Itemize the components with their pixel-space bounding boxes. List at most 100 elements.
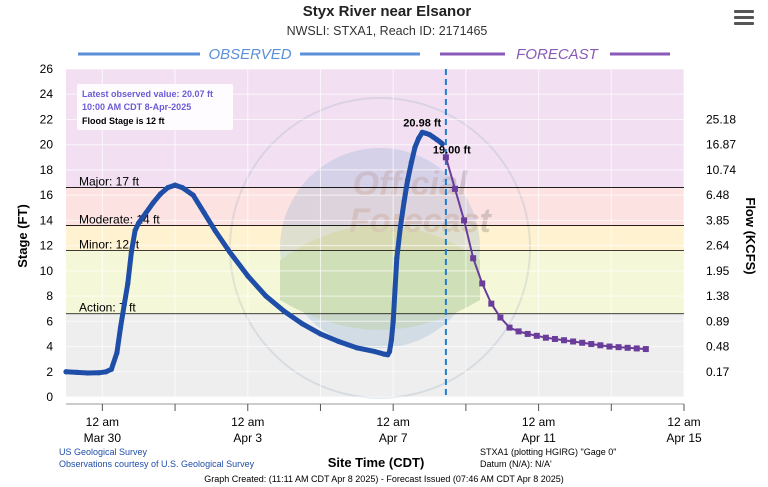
- forecast-point: [642, 346, 649, 353]
- chart-menu-button[interactable]: [734, 10, 754, 28]
- observed-point: [74, 369, 80, 375]
- graph-created-info: Graph Created: (11:11 AM CDT Apr 8 2025)…: [204, 474, 564, 484]
- observed-point: [372, 348, 378, 355]
- y-tick-label: 4: [46, 340, 53, 354]
- chart-subtitle: NWSLI: STXA1, Reach ID: 2171465: [287, 24, 488, 38]
- y-tick-label: 10: [40, 264, 54, 278]
- observed-point: [416, 135, 422, 141]
- moderate-stage-label: Moderate: 14 ft: [79, 212, 160, 226]
- forecast-point: [506, 324, 513, 331]
- moderate-band: [66, 187, 684, 226]
- watermark-line2: Forecast: [349, 202, 492, 240]
- action-stage-label: Action: 7 ft: [79, 301, 136, 315]
- forecast-point: [515, 328, 522, 335]
- latest-value-text: Latest observed value: 20.07 ft: [82, 89, 213, 99]
- forecast-point: [597, 342, 604, 349]
- observed-point: [426, 132, 433, 138]
- observed-point: [226, 249, 233, 255]
- observed-point: [103, 369, 109, 375]
- observed-point: [212, 227, 218, 234]
- x-tick-label-date: Apr 15: [666, 431, 702, 445]
- menu-bar-3: [734, 22, 754, 25]
- observed-point: [201, 210, 207, 216]
- source-line-1[interactable]: US Geological Survey: [59, 447, 148, 457]
- forecast-point: [606, 343, 613, 350]
- forecast-point: [624, 344, 631, 351]
- x-tick-label-date: Mar 30: [84, 431, 122, 445]
- observed-point: [386, 348, 393, 355]
- flow-tick-label: 2.64: [706, 239, 730, 253]
- latest-time-text: 10:00 AM CDT 8-Apr-2025: [82, 102, 191, 112]
- action-band: [66, 250, 684, 314]
- y-tick-label: 6: [46, 314, 53, 328]
- observed-peak-label: 20.98 ft: [403, 117, 441, 129]
- observed-point: [412, 144, 418, 150]
- x-tick-label-time: 12 am: [376, 415, 409, 429]
- noaa-watermark: Official Forecast: [229, 97, 531, 399]
- y2-axis-label: Flow (KCFS): [743, 197, 758, 274]
- forecast-point: [633, 345, 640, 352]
- observed-label: OBSERVED: [208, 46, 291, 63]
- forecast-point: [470, 255, 477, 262]
- observed-point: [143, 210, 149, 216]
- observed-point: [63, 369, 69, 375]
- forecast-point: [497, 314, 504, 321]
- forecast-series-points: [442, 154, 649, 353]
- flow-tick-label: 3.85: [706, 213, 730, 227]
- observed-point: [299, 321, 305, 327]
- y-tick-label: 26: [40, 62, 54, 76]
- y-tick-label: 16: [40, 188, 54, 202]
- observed-series-points: [63, 129, 445, 376]
- y-tick-label: 12: [40, 239, 54, 253]
- x-tick-label-time: 12 am: [522, 415, 555, 429]
- observed-point: [179, 184, 185, 191]
- observed-point: [108, 366, 115, 372]
- observed-point: [157, 191, 164, 197]
- observed-point: [430, 134, 436, 140]
- flow-tick-label: 0.89: [706, 314, 730, 328]
- forecast-point: [461, 217, 468, 224]
- observed-point: [336, 338, 342, 345]
- forecast-point: [561, 337, 568, 344]
- observed-point: [190, 192, 196, 198]
- y-tick-label: 2: [46, 365, 53, 379]
- minor-band: [66, 225, 684, 251]
- menu-bar-1: [734, 10, 754, 13]
- x-tick-label-date: Apr 11: [521, 431, 556, 445]
- y-tick-label: 24: [40, 87, 54, 101]
- flow-tick-label: 0.17: [706, 365, 730, 379]
- observed-point: [434, 137, 440, 143]
- flow-tick-label: 25.18: [706, 112, 736, 126]
- observed-point: [401, 198, 407, 205]
- forecast-point: [570, 338, 577, 345]
- observed-point: [397, 224, 404, 230]
- chart-title: Styx River near Elsanor: [303, 3, 472, 20]
- x-tick-label-time: 12 am: [86, 415, 119, 429]
- minor-stage-label: Minor: 12 ft: [79, 238, 140, 252]
- menu-bar-2: [734, 16, 754, 19]
- flow-tick-label: 16.87: [706, 138, 736, 152]
- forecast-point: [524, 330, 531, 337]
- y-tick-label: 18: [40, 163, 54, 177]
- y-tick-label: 22: [40, 112, 54, 126]
- flow-tick-label: 0.48: [706, 340, 730, 354]
- observed-point: [408, 159, 414, 165]
- normal-band: [66, 313, 684, 397]
- forecast-label: FORECAST: [516, 46, 600, 63]
- forecast-point: [442, 154, 449, 161]
- flow-axis-ticks: 0.17 0.48 0.89 1.38 1.95 2.64 3.85 6.48 10.74 16.…: [706, 112, 736, 378]
- major-stage-label: Major: 17 ft: [79, 175, 140, 189]
- observed-point: [405, 177, 411, 183]
- observed-point: [96, 370, 102, 376]
- observed-point: [132, 227, 138, 234]
- observed-point: [392, 287, 398, 293]
- source-line-2[interactable]: Observations courtesy of U.S. Geological…: [59, 459, 255, 469]
- x-tick-label-date: Apr 3: [233, 431, 262, 445]
- flow-tick-label: 1.95: [706, 264, 730, 278]
- observed-point: [165, 184, 171, 191]
- latest-observation-box: Latest observed value: 20.07 ft 10:00 AM…: [77, 84, 233, 130]
- observed-point: [121, 302, 127, 308]
- y-tick-label: 14: [40, 213, 54, 227]
